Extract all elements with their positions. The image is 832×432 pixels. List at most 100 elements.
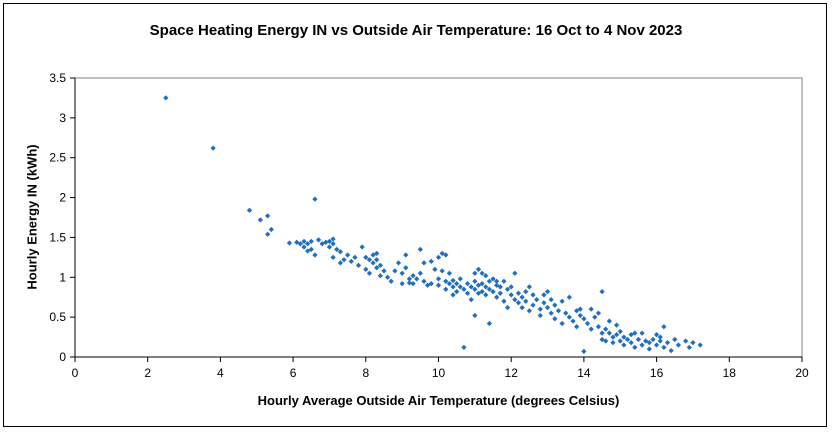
data-point <box>599 330 605 336</box>
data-point <box>486 320 493 327</box>
data-point <box>690 340 696 346</box>
data-point <box>523 289 529 295</box>
data-point <box>315 237 322 243</box>
data-point <box>384 274 391 280</box>
data-point <box>497 290 503 296</box>
y-tick-label: 2 <box>59 191 66 205</box>
data-point <box>650 336 656 343</box>
data-point <box>610 340 616 346</box>
data-point <box>443 278 449 284</box>
data-point <box>450 292 456 298</box>
data-point <box>479 281 485 287</box>
data-point <box>421 260 427 266</box>
data-point <box>508 284 514 290</box>
data-point <box>548 310 554 316</box>
data-point <box>548 296 554 303</box>
data-point <box>446 270 453 276</box>
data-point <box>490 289 496 295</box>
x-axis-label: Hourly Average Outside Air Temperature (… <box>257 393 620 408</box>
data-point <box>435 282 442 288</box>
plot-area <box>74 77 803 358</box>
data-point <box>294 239 300 245</box>
data-point <box>544 304 551 311</box>
data-point <box>617 338 623 344</box>
data-point <box>265 231 271 237</box>
data-point <box>395 260 402 266</box>
x-tick-label: 16 <box>650 366 664 380</box>
data-point <box>374 265 380 271</box>
data-point <box>653 332 660 338</box>
data-point <box>297 241 303 247</box>
x-tick-label: 2 <box>144 366 151 380</box>
data-point <box>414 276 420 282</box>
data-point <box>424 282 431 288</box>
data-point <box>588 326 594 332</box>
data-point <box>664 340 671 346</box>
data-point <box>399 270 405 276</box>
data-point <box>519 294 525 300</box>
data-point <box>403 252 409 258</box>
data-point <box>450 284 456 290</box>
x-tick-label: 12 <box>505 366 519 380</box>
data-point <box>454 289 460 295</box>
data-point <box>628 332 634 338</box>
data-point <box>639 342 645 348</box>
data-point <box>406 280 413 286</box>
data-point <box>530 302 536 308</box>
chart-title: Space Heating Energy IN vs Outside Air T… <box>149 22 683 39</box>
data-point <box>537 306 543 312</box>
data-point <box>348 258 354 264</box>
data-point <box>472 278 478 284</box>
data-point <box>366 257 373 263</box>
data-point <box>286 240 293 246</box>
data-point <box>661 324 667 330</box>
data-point <box>494 282 500 288</box>
data-points <box>163 95 703 355</box>
data-point <box>326 238 333 245</box>
data-point <box>577 306 583 312</box>
data-point <box>603 326 609 332</box>
data-point <box>475 282 482 288</box>
data-point <box>479 289 485 295</box>
data-point <box>653 342 660 348</box>
data-point <box>355 262 362 268</box>
data-point <box>312 196 318 202</box>
data-point <box>574 308 580 314</box>
data-point <box>599 289 605 295</box>
data-point <box>490 276 496 282</box>
data-point <box>504 286 511 292</box>
data-point <box>312 252 318 258</box>
data-point <box>635 336 642 343</box>
data-point <box>334 246 340 253</box>
data-point <box>588 306 594 312</box>
data-point <box>563 310 569 316</box>
data-point <box>374 257 380 263</box>
data-point <box>246 207 253 213</box>
data-point <box>454 281 460 287</box>
data-point <box>541 292 547 298</box>
data-point <box>472 286 478 292</box>
y-tick-label: 3 <box>59 111 66 125</box>
data-point <box>672 336 678 343</box>
data-point <box>443 252 449 258</box>
data-point <box>464 290 471 296</box>
data-point <box>541 300 547 306</box>
data-point <box>457 284 463 290</box>
data-point <box>319 241 325 247</box>
data-point <box>621 342 627 348</box>
data-point <box>403 265 409 271</box>
data-point <box>337 260 343 266</box>
axes: 0 2 4 6 8 10 12 14 16 18 20 0 0.5 1 1.5 2 2.5 3 3.5 <box>49 71 809 380</box>
data-point <box>468 296 474 303</box>
data-point <box>268 226 274 233</box>
data-point <box>439 250 445 256</box>
x-tick-label: 10 <box>432 366 446 380</box>
data-point <box>410 281 416 287</box>
data-point <box>461 344 467 351</box>
data-point <box>508 292 514 298</box>
data-point <box>472 270 478 276</box>
data-point <box>457 276 463 282</box>
data-point <box>479 270 485 276</box>
data-point <box>574 324 580 330</box>
